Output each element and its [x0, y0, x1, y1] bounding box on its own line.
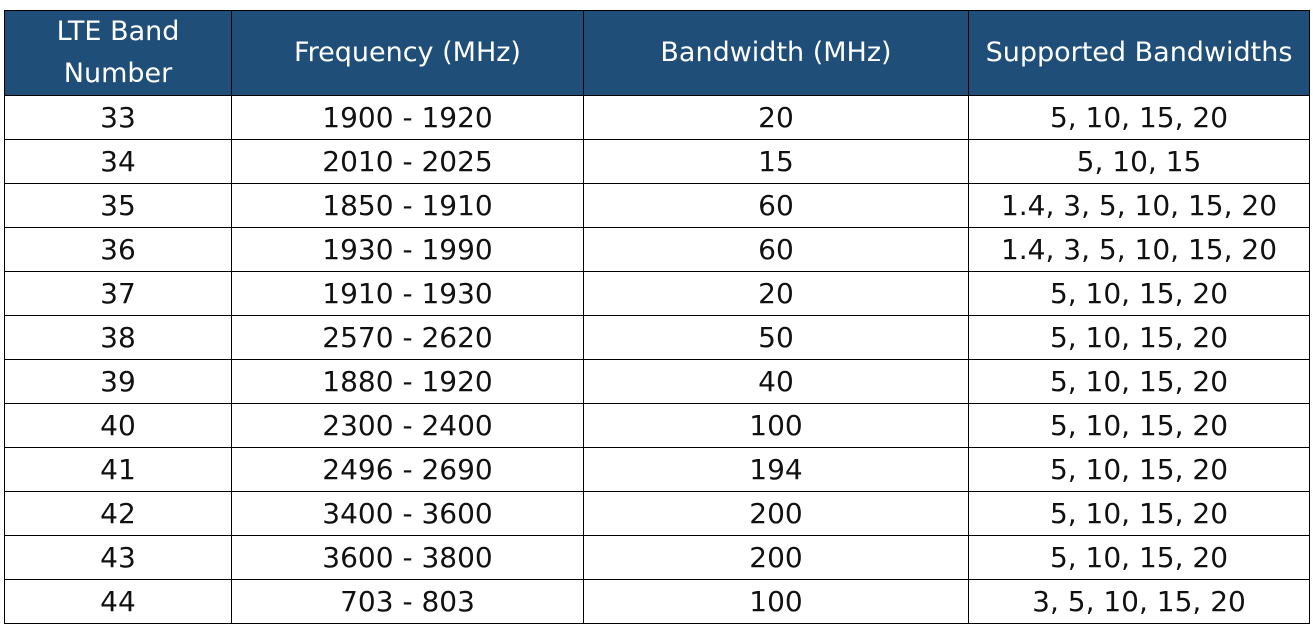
- cell-band-number: 38: [4, 315, 232, 360]
- cell-bandwidth: 20: [583, 95, 969, 140]
- cell-bandwidth: 100: [583, 403, 969, 448]
- header-bandwidth: Bandwidth (MHz): [583, 10, 969, 96]
- cell-supported-bandwidths: 5, 10, 15, 20: [968, 447, 1310, 492]
- cell-bandwidth: 60: [583, 183, 969, 228]
- cell-frequency: 1880 - 1920: [231, 359, 584, 404]
- table-body: 33 1900 - 1920 20 5, 10, 15, 20 34 2010 - 202…: [4, 95, 1310, 624]
- cell-frequency: 3400 - 3600: [231, 491, 584, 536]
- table-row: 37 1910 - 1930 20 5, 10, 15, 20: [4, 271, 1310, 316]
- cell-band-number: 34: [4, 139, 232, 184]
- table-row: 36 1930 - 1990 60 1.4, 3, 5, 10, 15, 20: [4, 227, 1310, 272]
- cell-bandwidth: 100: [583, 579, 969, 624]
- cell-supported-bandwidths: 5, 10, 15, 20: [968, 535, 1310, 580]
- cell-bandwidth: 20: [583, 271, 969, 316]
- cell-band-number: 35: [4, 183, 232, 228]
- cell-frequency: 1930 - 1990: [231, 227, 584, 272]
- table-row: 42 3400 - 3600 200 5, 10, 15, 20: [4, 491, 1310, 536]
- cell-frequency: 1910 - 1930: [231, 271, 584, 316]
- cell-supported-bandwidths: 1.4, 3, 5, 10, 15, 20: [968, 183, 1310, 228]
- cell-supported-bandwidths: 5, 10, 15, 20: [968, 403, 1310, 448]
- cell-frequency: 1900 - 1920: [231, 95, 584, 140]
- lte-band-table: LTE Band Number Frequency (MHz) Bandwidt…: [4, 10, 1310, 624]
- cell-supported-bandwidths: 5, 10, 15, 20: [968, 315, 1310, 360]
- cell-band-number: 36: [4, 227, 232, 272]
- cell-frequency: 2010 - 2025: [231, 139, 584, 184]
- header-row: LTE Band Number Frequency (MHz) Bandwidt…: [4, 10, 1310, 96]
- header-band-number: LTE Band Number: [4, 10, 232, 96]
- cell-frequency: 2496 - 2690: [231, 447, 584, 492]
- cell-band-number: 44: [4, 579, 232, 624]
- cell-supported-bandwidths: 3, 5, 10, 15, 20: [968, 579, 1310, 624]
- cell-supported-bandwidths: 5, 10, 15: [968, 139, 1310, 184]
- cell-band-number: 41: [4, 447, 232, 492]
- cell-bandwidth: 40: [583, 359, 969, 404]
- cell-bandwidth: 50: [583, 315, 969, 360]
- cell-supported-bandwidths: 5, 10, 15, 20: [968, 95, 1310, 140]
- cell-supported-bandwidths: 5, 10, 15, 20: [968, 359, 1310, 404]
- cell-frequency: 703 - 803: [231, 579, 584, 624]
- table-row: 33 1900 - 1920 20 5, 10, 15, 20: [4, 95, 1310, 140]
- cell-supported-bandwidths: 5, 10, 15, 20: [968, 491, 1310, 536]
- table-header: LTE Band Number Frequency (MHz) Bandwidt…: [4, 10, 1310, 96]
- cell-supported-bandwidths: 1.4, 3, 5, 10, 15, 20: [968, 227, 1310, 272]
- cell-supported-bandwidths: 5, 10, 15, 20: [968, 271, 1310, 316]
- header-frequency: Frequency (MHz): [231, 10, 584, 96]
- table-row: 43 3600 - 3800 200 5, 10, 15, 20: [4, 535, 1310, 580]
- table-row: 40 2300 - 2400 100 5, 10, 15, 20: [4, 403, 1310, 448]
- cell-band-number: 37: [4, 271, 232, 316]
- cell-bandwidth: 200: [583, 535, 969, 580]
- header-supported-bandwidths: Supported Bandwidths: [968, 10, 1310, 96]
- cell-band-number: 40: [4, 403, 232, 448]
- cell-band-number: 43: [4, 535, 232, 580]
- cell-frequency: 2570 - 2620: [231, 315, 584, 360]
- cell-frequency: 2300 - 2400: [231, 403, 584, 448]
- cell-band-number: 33: [4, 95, 232, 140]
- table-row: 34 2010 - 2025 15 5, 10, 15: [4, 139, 1310, 184]
- table-row: 39 1880 - 1920 40 5, 10, 15, 20: [4, 359, 1310, 404]
- cell-band-number: 39: [4, 359, 232, 404]
- table-row: 38 2570 - 2620 50 5, 10, 15, 20: [4, 315, 1310, 360]
- cell-frequency: 1850 - 1910: [231, 183, 584, 228]
- table-row: 41 2496 - 2690 194 5, 10, 15, 20: [4, 447, 1310, 492]
- cell-bandwidth: 194: [583, 447, 969, 492]
- cell-bandwidth: 15: [583, 139, 969, 184]
- table-row: 44 703 - 803 100 3, 5, 10, 15, 20: [4, 579, 1310, 624]
- lte-band-table-container: LTE Band Number Frequency (MHz) Bandwidt…: [4, 10, 1310, 624]
- table-row: 35 1850 - 1910 60 1.4, 3, 5, 10, 15, 20: [4, 183, 1310, 228]
- cell-bandwidth: 60: [583, 227, 969, 272]
- cell-frequency: 3600 - 3800: [231, 535, 584, 580]
- cell-band-number: 42: [4, 491, 232, 536]
- cell-bandwidth: 200: [583, 491, 969, 536]
